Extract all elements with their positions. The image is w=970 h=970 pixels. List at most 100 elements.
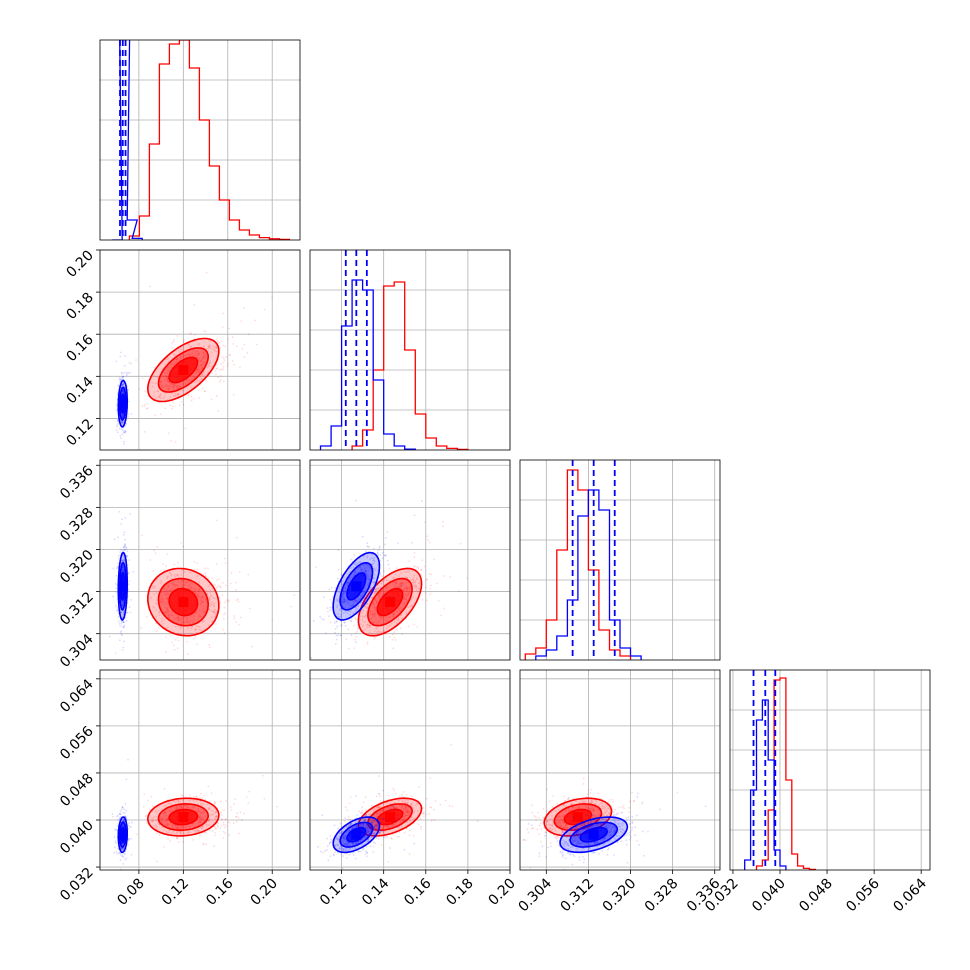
scatter-point: [122, 626, 125, 629]
scatter-point: [402, 582, 404, 585]
scatter-point: [142, 805, 145, 808]
scatter-point: [213, 802, 216, 805]
density-peak: [178, 812, 189, 823]
scatter-point: [371, 633, 374, 636]
scatter-point: [130, 598, 132, 601]
scatter-point: [187, 394, 190, 397]
scatter-point: [322, 618, 325, 621]
scatter-point: [122, 376, 124, 379]
scatter-point: [379, 616, 382, 619]
scatter-point: [187, 343, 190, 346]
scatter-point: [379, 587, 382, 590]
scatter-point: [375, 824, 378, 827]
scatter-point: [115, 404, 118, 406]
scatter-point: [352, 600, 355, 603]
scatter-point: [368, 578, 371, 581]
scatter-point: [359, 566, 362, 569]
scatter-point: [199, 810, 202, 813]
scatter-point: [220, 818, 223, 821]
scatter-point: [202, 842, 205, 845]
scatter-point: [196, 824, 198, 827]
scatter-point: [154, 552, 157, 555]
scatter-point: [245, 796, 248, 799]
scatter-point: [329, 598, 332, 601]
scatter-point: [341, 592, 344, 595]
scatter-point: [123, 820, 125, 822]
scatter-point: [161, 817, 164, 819]
scatter-point: [354, 563, 357, 566]
scatter-point: [361, 601, 364, 604]
scatter-point: [174, 638, 177, 641]
scatter-point: [222, 628, 225, 631]
scatter-point: [235, 581, 238, 584]
scatter-point: [449, 576, 452, 578]
scatter-point: [235, 621, 237, 624]
scatter-point: [375, 588, 377, 591]
scatter-point: [167, 591, 170, 594]
scatter-point: [181, 805, 183, 808]
scatter-point: [116, 606, 119, 609]
scatter-point: [177, 841, 180, 844]
scatter-point: [211, 372, 213, 375]
scatter-point: [398, 610, 401, 613]
scatter-point: [373, 612, 376, 614]
scatter-point: [195, 831, 198, 833]
scatter-point: [122, 564, 124, 567]
scatter-point: [178, 805, 181, 808]
scatter-point: [219, 374, 222, 377]
scatter-point: [121, 819, 124, 822]
scatter-point: [201, 596, 204, 599]
scatter-point: [123, 820, 126, 822]
scatter-point: [219, 368, 222, 371]
scatter-point: [225, 356, 227, 358]
scatter-point: [158, 834, 161, 836]
scatter-point: [356, 624, 359, 627]
scatter-point: [403, 594, 405, 597]
scatter-point: [220, 800, 222, 803]
scatter-point: [175, 806, 178, 809]
scatter-point: [155, 815, 158, 818]
scatter-point: [196, 589, 199, 592]
scatter-point: [176, 826, 179, 828]
scatter-point: [116, 425, 118, 427]
scatter-point: [421, 559, 424, 562]
scatter-point: [213, 834, 216, 837]
scatter-point: [405, 586, 408, 589]
scatter-point: [177, 800, 180, 802]
scatter-point: [156, 390, 159, 393]
scatter-point: [182, 579, 184, 582]
scatter-point: [385, 579, 388, 581]
scatter-point: [112, 595, 114, 598]
scatter-point: [177, 619, 180, 621]
scatter-point: [339, 634, 342, 637]
scatter-point: [205, 348, 208, 350]
scatter-point: [167, 831, 170, 834]
scatter-point: [199, 368, 201, 371]
scatter-group-0: [315, 508, 472, 650]
scatter-point: [373, 580, 376, 583]
scatter-point: [121, 603, 124, 606]
scatter-point: [154, 586, 156, 589]
scatter-point: [197, 809, 200, 812]
scatter-point: [118, 378, 121, 381]
scatter-point: [166, 366, 169, 369]
scatter-point: [218, 380, 221, 383]
scatter-point: [126, 611, 129, 614]
scatter-point: [153, 816, 156, 819]
scatter-point: [122, 390, 125, 393]
scatter-point: [381, 616, 384, 619]
scatter-point: [191, 352, 194, 355]
scatter-point: [178, 350, 181, 353]
scatter-point: [365, 566, 368, 569]
scatter-point: [348, 815, 350, 818]
scatter-point: [193, 795, 195, 798]
scatter-point: [337, 549, 340, 551]
scatter-point: [121, 384, 124, 387]
scatter-point: [377, 554, 380, 556]
scatter-point: [180, 826, 183, 829]
scatter-point: [200, 792, 202, 795]
scatter-point: [426, 578, 428, 581]
scatter-point: [337, 615, 340, 618]
scatter-point: [171, 407, 174, 410]
scatter-point: [121, 634, 124, 636]
